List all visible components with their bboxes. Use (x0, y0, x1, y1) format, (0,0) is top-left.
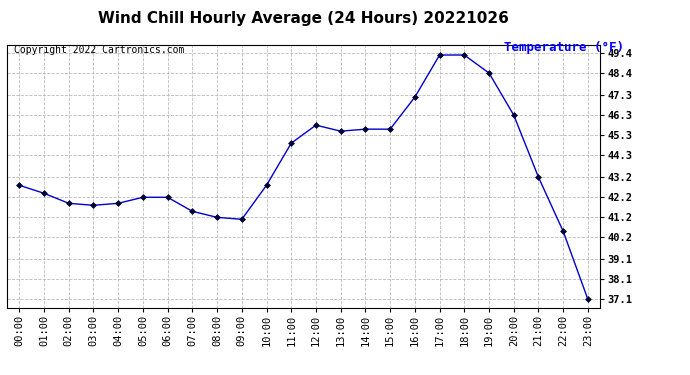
Text: Temperature (°F): Temperature (°F) (504, 41, 624, 54)
Text: Copyright 2022 Cartronics.com: Copyright 2022 Cartronics.com (14, 45, 184, 55)
Text: Wind Chill Hourly Average (24 Hours) 20221026: Wind Chill Hourly Average (24 Hours) 202… (98, 11, 509, 26)
